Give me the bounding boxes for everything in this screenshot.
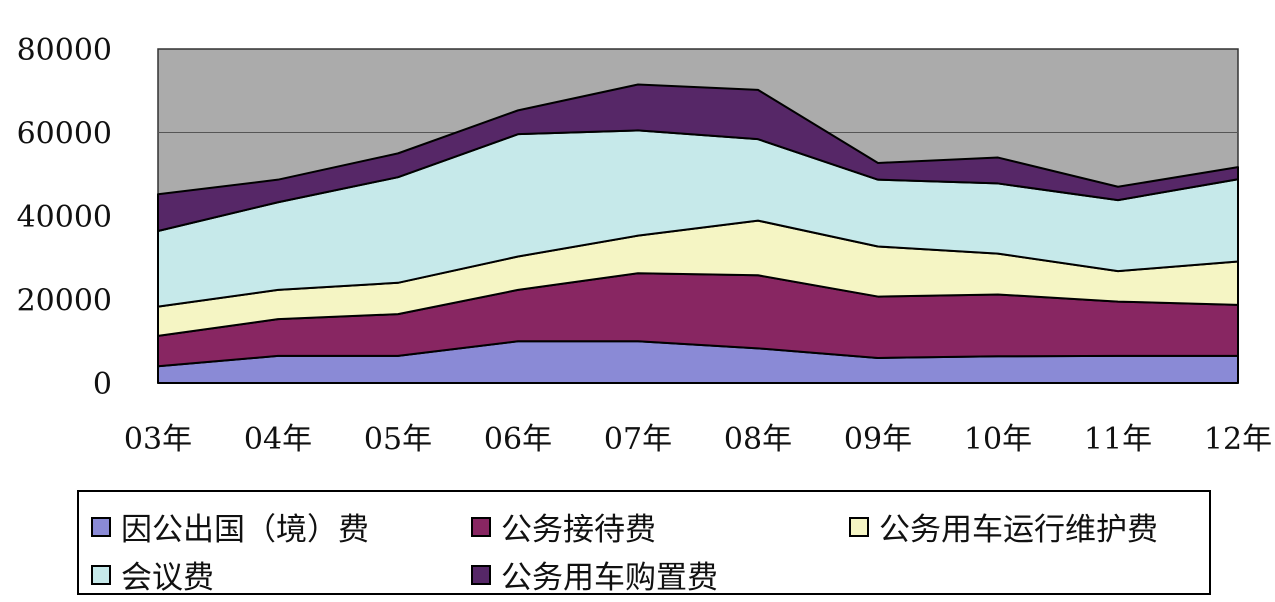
- series-areas: [157, 83, 1239, 384]
- x-tick-label: 09年: [844, 422, 912, 457]
- x-tick-label: 05年: [364, 422, 432, 457]
- area-series-4: [157, 83, 1239, 233]
- x-tick-label: 12年: [1204, 422, 1272, 457]
- legend-label: 会议费: [121, 560, 214, 596]
- legend-swatch: [91, 564, 111, 585]
- x-tick-label: 08年: [724, 422, 792, 457]
- legend-item: 公务用车运行维护费: [849, 504, 1158, 549]
- x-tick-label: 03年: [124, 422, 192, 457]
- legend-swatch: [91, 516, 111, 537]
- legend-label: 公务用车购置费: [501, 560, 718, 596]
- y-tick-label: 20000: [17, 284, 112, 319]
- x-tick-label: 04年: [244, 422, 312, 457]
- legend-swatch: [471, 564, 491, 585]
- y-tick-label: 0: [93, 367, 112, 402]
- legend-label: 因公出国（境）费: [121, 512, 369, 548]
- x-tick-label: 07年: [604, 422, 672, 457]
- y-tick-label: 40000: [17, 200, 112, 235]
- legend-label: 公务接待费: [501, 512, 656, 548]
- x-tick-label: 10年: [964, 422, 1032, 457]
- legend-swatch: [471, 516, 491, 537]
- legend-swatch: [849, 516, 869, 537]
- x-axis: 03年 04年 05年 06年 07年 08年 09年 10年 11年 12年: [124, 422, 1272, 457]
- legend-item: 公务接待费: [471, 504, 656, 549]
- y-axis: 0 20000 40000 60000 80000: [17, 33, 112, 402]
- x-tick-label: 11年: [1084, 422, 1152, 457]
- y-tick-label: 60000: [17, 117, 112, 152]
- legend-label: 公务用车运行维护费: [879, 512, 1158, 548]
- x-tick-label: 06年: [484, 422, 552, 457]
- y-tick-label: 80000: [17, 33, 112, 68]
- legend-item: 会议费: [91, 552, 214, 597]
- legend-item: 公务用车购置费: [471, 552, 718, 597]
- legend-item: 因公出国（境）费: [91, 504, 369, 549]
- legend: 因公出国（境）费 公务接待费 公务用车运行维护费会议费 公务用车购置费: [77, 490, 1211, 597]
